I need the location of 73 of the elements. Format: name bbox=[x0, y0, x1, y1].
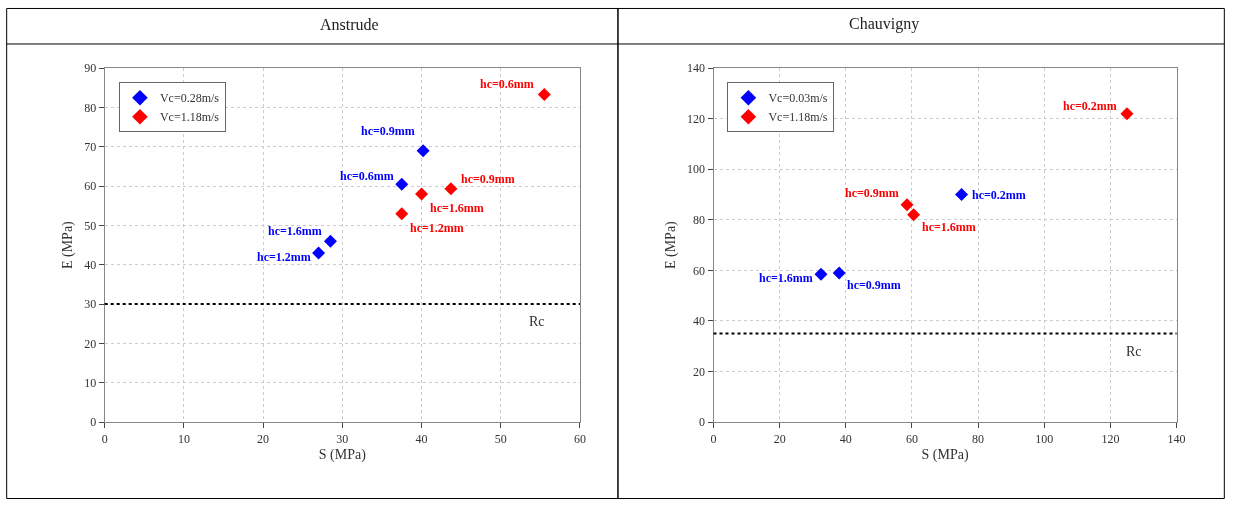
point bbox=[415, 187, 429, 201]
point bbox=[416, 144, 430, 158]
legend-label: Vc=0.03m/s bbox=[768, 91, 828, 106]
y-axis-title: E (MPa) bbox=[59, 220, 76, 270]
y-tick-label: 100 bbox=[687, 162, 706, 177]
x-axis-title: S (MPa) bbox=[921, 446, 969, 463]
y-tick-label: 70 bbox=[84, 139, 97, 154]
x-axis-title: S (MPa) bbox=[318, 446, 367, 463]
y-tick-label: 80 bbox=[84, 100, 97, 115]
annotation: hc=1.6mm bbox=[430, 201, 484, 215]
point bbox=[312, 246, 326, 260]
y-tick-label: 40 bbox=[693, 314, 706, 329]
y-tick-label: 140 bbox=[687, 61, 706, 76]
annotation: hc=0.6mm bbox=[340, 169, 394, 183]
y-tick-label: 60 bbox=[693, 263, 706, 278]
x-tick-label: 120 bbox=[1101, 431, 1120, 446]
y-tick-label: 40 bbox=[84, 257, 97, 272]
x-tick-label: 20 bbox=[773, 431, 786, 446]
annotation: hc=0.2mm bbox=[1063, 99, 1117, 113]
y-tick-label: 30 bbox=[84, 297, 97, 312]
annotation: hc=0.6mm bbox=[480, 77, 534, 91]
point bbox=[900, 198, 914, 212]
y-tick-label: 120 bbox=[687, 111, 706, 126]
point bbox=[323, 234, 337, 248]
x-tick-label: 60 bbox=[573, 431, 586, 446]
x-tick-label: 30 bbox=[336, 431, 349, 446]
annotation: hc=0.9mm bbox=[847, 278, 901, 292]
annotation: hc=0.9mm bbox=[845, 186, 899, 200]
ref-line-label: Rc bbox=[529, 314, 545, 329]
x-tick-label: 0 bbox=[101, 431, 108, 446]
y-tick-label: 0 bbox=[90, 415, 97, 430]
annotation: hc=1.2mm bbox=[257, 250, 311, 264]
ref-line-label: Rc bbox=[1126, 344, 1142, 359]
x-tick-label: 40 bbox=[415, 431, 428, 446]
y-tick-label: 20 bbox=[693, 364, 706, 379]
legend-label: Vc=1.18m/s bbox=[768, 110, 828, 125]
annotation: hc=0.2mm bbox=[972, 188, 1026, 202]
point bbox=[537, 87, 551, 101]
x-tick-label: 40 bbox=[839, 431, 852, 446]
point bbox=[395, 207, 409, 221]
y-tick-label: 10 bbox=[84, 375, 97, 390]
y-tick-label: 20 bbox=[84, 336, 97, 351]
point bbox=[395, 177, 409, 191]
y-tick-label: 50 bbox=[84, 218, 97, 233]
point bbox=[444, 182, 458, 196]
x-tick-label: 80 bbox=[972, 431, 985, 446]
point bbox=[955, 188, 969, 202]
y-tick-label: 0 bbox=[699, 415, 706, 430]
x-tick-label: 140 bbox=[1167, 431, 1186, 446]
point bbox=[832, 266, 846, 280]
x-tick-label: 60 bbox=[905, 431, 918, 446]
x-tick-label: 10 bbox=[177, 431, 190, 446]
x-tick-label: 0 bbox=[710, 431, 717, 446]
point bbox=[814, 267, 828, 281]
x-tick-label: 20 bbox=[257, 431, 270, 446]
point bbox=[907, 208, 921, 222]
x-tick-label: 100 bbox=[1035, 431, 1054, 446]
y-axis-title: E (MPa) bbox=[662, 220, 679, 270]
annotation: hc=0.9mm bbox=[461, 172, 515, 186]
chart-title: Anstrude bbox=[320, 16, 379, 33]
chart-title: Chauvigny bbox=[849, 15, 920, 33]
y-tick-label: 80 bbox=[693, 213, 706, 228]
point bbox=[1120, 107, 1134, 121]
legend-label: Vc=0.28m/s bbox=[159, 91, 220, 106]
annotation: hc=1.6mm bbox=[759, 271, 813, 285]
legend-label: Vc=1.18m/s bbox=[159, 110, 220, 125]
annotation: hc=1.6mm bbox=[922, 220, 976, 234]
y-tick-label: 60 bbox=[84, 179, 97, 194]
x-tick-label: 50 bbox=[494, 431, 507, 446]
annotation: hc=1.6mm bbox=[268, 224, 322, 238]
annotation: hc=1.2mm bbox=[410, 221, 464, 235]
annotation: hc=0.9mm bbox=[361, 124, 415, 138]
y-tick-label: 90 bbox=[84, 61, 97, 76]
